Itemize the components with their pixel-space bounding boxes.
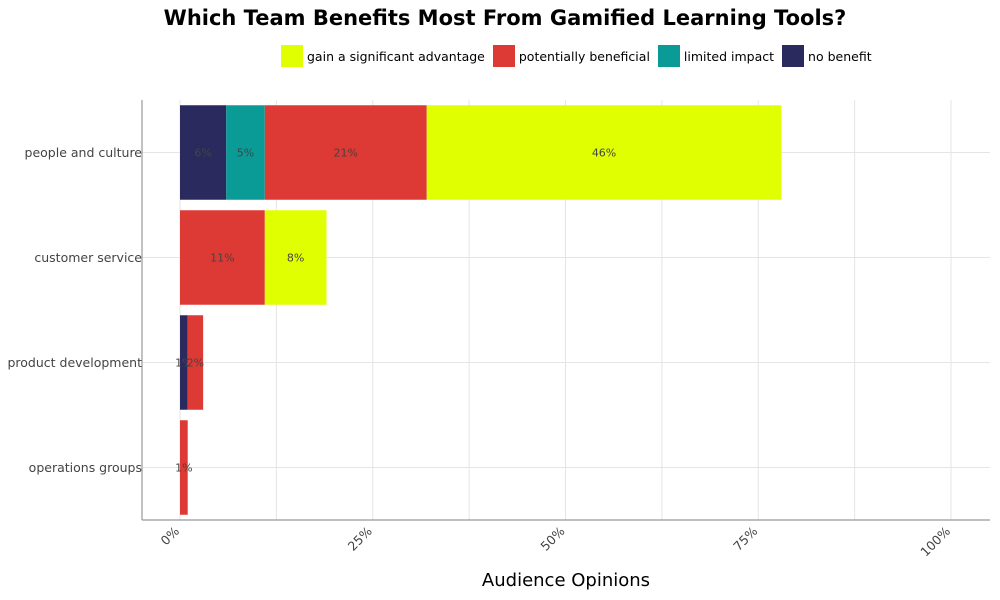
legend-swatch <box>492 45 515 67</box>
legend-item-gain-a-significant-advantage: gain a significant advantage <box>281 45 485 67</box>
bar-label: 8% <box>287 252 304 265</box>
chart-title: Which Team Benefits Most From Gamified L… <box>163 6 847 30</box>
bar-label: 6% <box>194 147 211 160</box>
bar-people-and-culture-limited-impact <box>226 105 265 200</box>
bar-product-development-no-benefit <box>180 315 188 410</box>
legend-label: potentially beneficial <box>518 48 650 64</box>
y-tick-label: people and culture <box>25 145 143 160</box>
legend-item-no-benefit: no benefit <box>782 45 872 67</box>
legend-label: no benefit <box>808 48 872 64</box>
bar-product-development-potentially-beneficial <box>187 315 204 410</box>
bar-people-and-culture-potentially-beneficial <box>264 105 427 200</box>
y-tick-label: product development <box>7 355 142 370</box>
x-tick-label: 25% <box>345 523 375 553</box>
legend-swatch <box>782 45 805 67</box>
legend-label: limited impact <box>683 48 775 64</box>
bar-label: 1% <box>175 462 192 475</box>
bar-label: 21% <box>334 147 358 160</box>
bar-label: 46% <box>592 147 616 160</box>
bar-label: 5% <box>237 147 254 160</box>
x-tick-label: 50% <box>537 523 567 553</box>
legend-item-potentially-beneficial: potentially beneficial <box>492 45 650 67</box>
bar-people-and-culture-gain-a-significant-advantage <box>426 105 782 200</box>
legend-item-limited-impact: limited impact <box>657 45 775 67</box>
y-tick-label: customer service <box>34 250 142 265</box>
y-tick-label: operations groups <box>29 460 142 475</box>
bar-customer-service-potentially-beneficial <box>180 210 265 305</box>
bar-label: 11% <box>210 252 234 265</box>
legend-swatch <box>657 45 680 67</box>
x-axis-title: Audience Opinions <box>482 570 650 591</box>
bar-people-and-culture-no-benefit <box>180 105 227 200</box>
bar-label: 2% <box>187 357 204 370</box>
legend-label: gain a significant advantage <box>307 48 485 64</box>
x-tick-label: 100% <box>917 523 953 559</box>
bar-customer-service-gain-a-significant-advantage <box>264 210 327 305</box>
legend-swatch <box>281 45 303 67</box>
x-tick-label: 75% <box>730 523 760 553</box>
x-tick-label: 0% <box>157 523 182 548</box>
chart-legend: gain a significant advantage potentially … <box>281 45 880 67</box>
bar-operations-groups-potentially-beneficial <box>180 420 188 515</box>
